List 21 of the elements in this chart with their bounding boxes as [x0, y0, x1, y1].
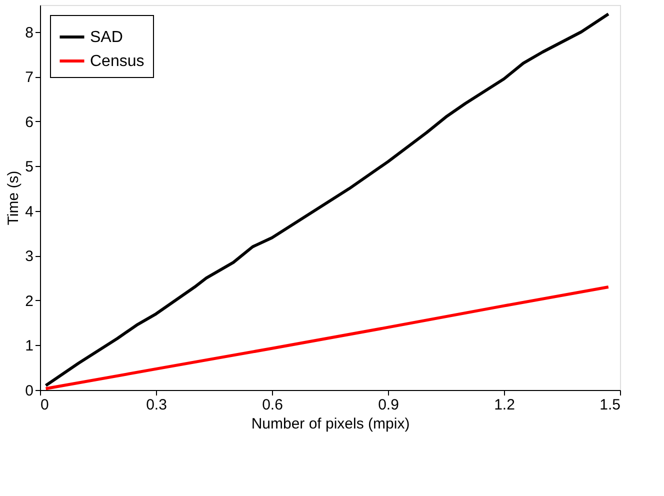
y-tick-label: 4 — [25, 203, 34, 220]
x-tick-label: 0 — [40, 396, 49, 414]
legend-label: SAD — [90, 29, 123, 46]
y-tick-label: 2 — [25, 292, 34, 310]
y-tick-label: 7 — [25, 69, 34, 86]
y-axis-title: Time (s) — [5, 170, 22, 226]
y-tick-label: 8 — [25, 24, 34, 42]
x-axis-title: Number of pixels (mpix) — [251, 416, 410, 432]
y-tick-label: 6 — [25, 114, 34, 131]
x-tick-label: 0.9 — [378, 396, 399, 414]
y-tick-label: 5 — [25, 158, 34, 176]
x-tick-label: 0.3 — [146, 396, 167, 414]
line-series — [44, 286, 610, 390]
line-series — [44, 12, 610, 388]
legend-label: Census — [90, 53, 144, 70]
x-tick-label: 0.6 — [262, 396, 283, 414]
x-tick-label: 1.5 — [600, 396, 620, 414]
y-tick-label: 0 — [25, 382, 34, 400]
y-tick-label: 3 — [25, 248, 34, 266]
y-tick-label: 1 — [25, 338, 34, 355]
x-tick-label: 1.2 — [494, 396, 515, 414]
